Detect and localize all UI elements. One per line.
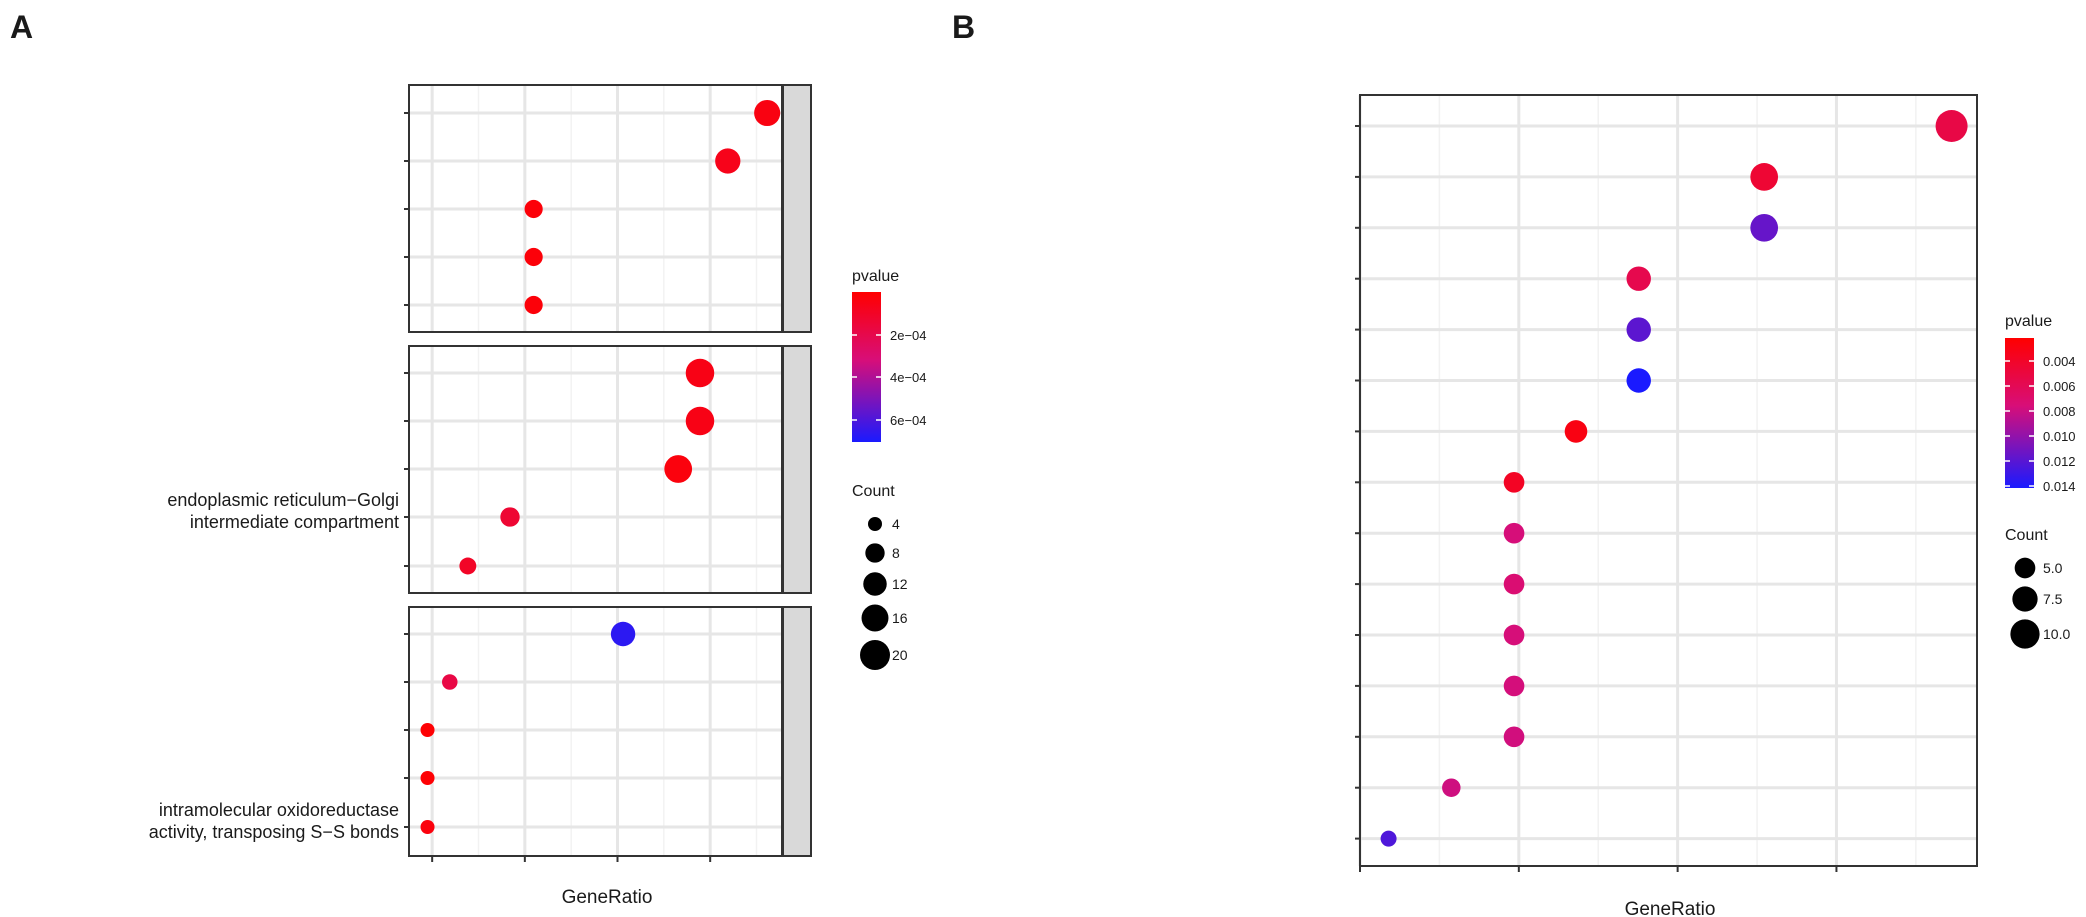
y-tick-label-line: intramolecular oxidoreductase	[159, 800, 399, 820]
y-tick-label: intramolecular oxidoreductase activity, t…	[149, 800, 399, 842]
data-point	[715, 148, 741, 174]
data-point	[1503, 522, 1525, 544]
legend-count-label: 12	[892, 576, 908, 592]
data-point	[1380, 830, 1397, 847]
data-point	[1626, 266, 1651, 291]
legend-count-circle	[2014, 557, 2036, 579]
data-point	[685, 358, 715, 388]
data-point	[524, 295, 543, 315]
data-point	[500, 507, 520, 527]
legend-tick-label: 0.004	[2043, 354, 2076, 369]
legend-count-label: 8	[892, 545, 900, 561]
data-point	[1564, 420, 1588, 443]
legend-count-circle	[863, 572, 887, 596]
legend-tick-label: 0.008	[2043, 404, 2076, 419]
data-point	[1935, 110, 1968, 142]
legend-count-circle	[865, 543, 885, 563]
legend-count-circle	[2012, 586, 2038, 612]
legend-count-label: 7.5	[2043, 591, 2063, 607]
legend-tick-label: 4e−04	[890, 370, 927, 385]
legend-tick-label: 6e−04	[890, 413, 927, 428]
legend-count-label: 5.0	[2043, 560, 2063, 576]
legend-tick-label: 0.014	[2043, 479, 2076, 494]
panel-a-letter: A	[10, 9, 33, 45]
data-point	[685, 406, 715, 436]
legend-title: Count	[2005, 527, 2048, 544]
legend-count-label: 10.0	[2043, 626, 2070, 642]
data-point	[610, 621, 636, 647]
legend-title: pvalue	[852, 268, 899, 285]
legend-count-circle	[861, 604, 889, 632]
facet-strip	[782, 84, 812, 333]
legend-count-circle	[2010, 619, 2040, 649]
data-point	[1503, 573, 1525, 595]
data-point	[754, 99, 781, 127]
data-point	[524, 199, 543, 219]
data-point	[1750, 163, 1779, 191]
panel-a-pvalue-legend: pvalue 2e−04 4e−04 6e−04	[852, 268, 927, 428]
panel-a-xaxis-title: GeneRatio	[562, 887, 653, 908]
legend-colorbar	[2005, 338, 2034, 488]
data-point	[524, 247, 543, 267]
data-point	[1750, 213, 1779, 242]
data-point	[1503, 726, 1525, 748]
data-point	[420, 820, 435, 834]
data-point	[1626, 368, 1651, 393]
y-tick-label-line: activity, transposing S−S bonds	[149, 822, 399, 842]
panel-b-xaxis-title: GeneRatio	[1625, 899, 1716, 917]
data-point	[1503, 624, 1525, 646]
legend-count-circle	[868, 517, 882, 531]
legend-tick-label: 2e−04	[890, 328, 927, 343]
data-point	[420, 723, 435, 737]
legend-tick-label: 0.006	[2043, 379, 2076, 394]
plot-panel-border	[1359, 94, 1978, 867]
data-point	[1503, 471, 1525, 493]
plot-panel-bg	[1360, 95, 1977, 866]
legend-title: pvalue	[2005, 313, 2052, 330]
data-point	[1503, 675, 1525, 697]
y-tick-label-line: intermediate compartment	[190, 512, 399, 532]
legend-colorbar	[852, 292, 881, 442]
legend-count-label: 4	[892, 516, 900, 532]
data-point	[1442, 778, 1461, 797]
data-point	[664, 455, 693, 483]
data-point	[459, 557, 477, 575]
y-tick-label: endoplasmic reticulum−Golgi intermediate …	[167, 490, 399, 532]
legend-title: Count	[852, 483, 895, 500]
legend-count-circle	[860, 640, 890, 670]
panel-a-count-legend: Count 4 8 12 16 20	[852, 483, 908, 663]
data-point	[442, 674, 458, 690]
legend-tick-label: 0.010	[2043, 429, 2076, 444]
legend-tick-label: 0.012	[2043, 454, 2076, 469]
y-tick-label-line: endoplasmic reticulum−Golgi	[167, 490, 399, 510]
panel-b-letter: B	[952, 9, 975, 45]
data-point	[1626, 317, 1651, 342]
legend-count-label: 20	[892, 647, 908, 663]
panel-b-count-legend: Count 5.0 7.5 10.0	[2005, 527, 2070, 642]
legend-count-label: 16	[892, 610, 908, 626]
facet-strip	[782, 606, 812, 857]
facet-strip	[782, 345, 812, 594]
data-point	[420, 771, 435, 785]
panel-b-pvalue-legend: pvalue 0.004 0.006 0.008 0.010 0.012 0.0…	[2005, 313, 2076, 494]
